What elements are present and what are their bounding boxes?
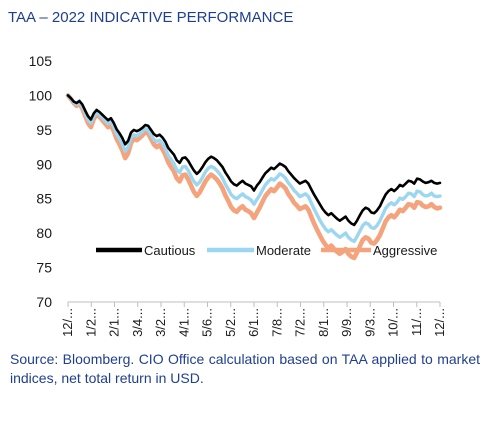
x-tick-label: 7/2... bbox=[293, 308, 308, 337]
x-tick-label: 5/2... bbox=[223, 308, 238, 337]
legend-label-aggressive: Aggressive bbox=[373, 243, 437, 258]
x-tick-label: 7/8... bbox=[269, 308, 284, 337]
x-tick-label: 9/3... bbox=[362, 308, 377, 337]
x-tick-label: 10/... bbox=[386, 308, 401, 337]
x-tick-label: 4/1... bbox=[176, 308, 191, 337]
chart-title: TAA – 2022 INDICATIVE PERFORMANCE bbox=[8, 9, 294, 26]
performance-line-chart: 70 75 80 85 90 95 100 105 12/... 1/2... 2/1... 3/4… bbox=[29, 53, 447, 337]
series-line-aggressive bbox=[65, 93, 443, 261]
series-lines bbox=[65, 93, 443, 261]
x-tick-label: 11/... bbox=[409, 308, 424, 336]
y-tick-label: 85 bbox=[36, 191, 52, 207]
x-tick-label: 3/2... bbox=[153, 308, 168, 337]
chart-legend: Cautious Moderate Aggressive bbox=[96, 243, 437, 258]
y-tick-label: 105 bbox=[29, 53, 53, 69]
y-tick-label: 75 bbox=[36, 260, 52, 276]
x-tick-label: 12/... bbox=[60, 308, 75, 337]
x-axis: 12/... 1/2... 2/1... 3/4... 3/2... 4/1... 5/6.… bbox=[60, 301, 447, 337]
legend-label-cautious: Cautious bbox=[144, 243, 196, 258]
x-tick-label: 5/6... bbox=[200, 308, 215, 337]
x-tick-label: 8/1... bbox=[316, 308, 331, 337]
y-tick-label: 70 bbox=[36, 294, 52, 310]
y-tick-label: 90 bbox=[36, 156, 52, 172]
series-line-cautious bbox=[66, 94, 442, 227]
x-tick-label: 1/2... bbox=[83, 308, 98, 337]
y-tick-label: 100 bbox=[29, 87, 53, 103]
source-note: Source: Bloomberg. CIO Office calculatio… bbox=[10, 351, 480, 386]
legend-label-moderate: Moderate bbox=[256, 243, 311, 258]
y-tick-label: 80 bbox=[36, 225, 52, 241]
x-tick-label: 6/1... bbox=[246, 308, 261, 337]
x-tick-label: 2/1... bbox=[107, 308, 122, 337]
x-tick-label: 9/9... bbox=[339, 308, 354, 337]
x-tick-label: 3/4... bbox=[130, 308, 145, 337]
x-tick-label: 12/... bbox=[432, 308, 447, 337]
y-axis: 70 75 80 85 90 95 100 105 bbox=[29, 53, 53, 310]
series-line-moderate bbox=[66, 93, 442, 244]
y-tick-label: 95 bbox=[36, 122, 52, 138]
